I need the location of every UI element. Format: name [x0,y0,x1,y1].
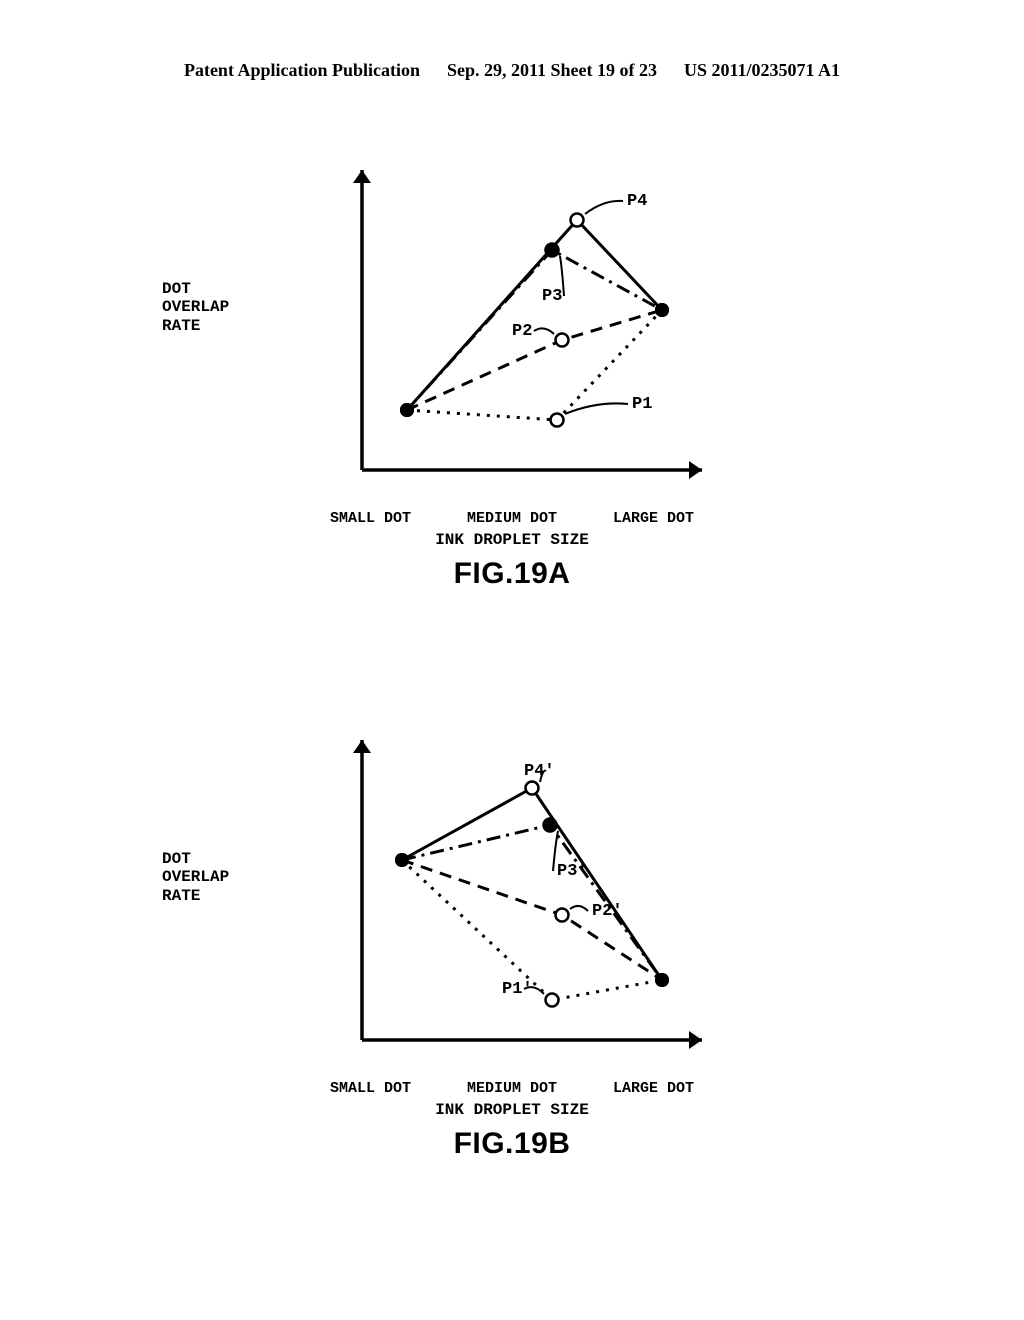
fig19a-xtick-large: LARGE DOT [613,510,694,527]
svg-text:P2': P2' [592,902,623,921]
header-right: US 2011/0235071 A1 [684,60,840,81]
fig19b-xtick-medium: MEDIUM DOT [467,1080,557,1097]
fig19b-y-label: DOT OVERLAP RATE [162,850,229,905]
header-center: Sep. 29, 2011 Sheet 19 of 23 [447,60,657,81]
fig19a-xtick-medium: MEDIUM DOT [467,510,557,527]
fig19a-xtick-small: SMALL DOT [330,510,411,527]
fig19a-x-label: INK DROPLET SIZE [302,531,722,549]
svg-text:P1': P1' [502,980,533,999]
page: Patent Application Publication Sep. 29, … [0,0,1024,1320]
page-header: Patent Application Publication Sep. 29, … [0,60,1024,81]
svg-text:P3: P3 [542,287,562,306]
figure-19b-container: DOT OVERLAP RATE P1'P2'P3'P4' SMALL DOT … [232,720,792,1161]
fig19b-xtick-small: SMALL DOT [330,1080,411,1097]
fig19a-label: FIG.19A [302,557,722,591]
fig19b-x-ticks: SMALL DOT MEDIUM DOT LARGE DOT [302,1080,722,1097]
header-left: Patent Application Publication [184,60,420,81]
fig19a-chart: P1 P2 P3 P4 [302,150,722,510]
svg-text:P1: P1 [632,395,652,414]
fig19b-xtick-large: LARGE DOT [613,1080,694,1097]
fig19b-chart: P1' P2' P3' P4' [302,720,722,1080]
svg-text:P4: P4 [627,192,647,211]
fig19b-x-label: INK DROPLET SIZE [302,1101,722,1119]
fig19a-y-label: DOT OVERLAP RATE [162,280,229,335]
fig19a-x-ticks: SMALL DOT MEDIUM DOT LARGE DOT [302,510,722,527]
fig19b-label: FIG.19B [302,1127,722,1161]
svg-text:P4': P4' [524,762,555,781]
svg-text:P2: P2 [512,322,532,341]
figure-19a-container: DOT OVERLAP RATE P1P2P3P4 SMALL DOT MEDI… [232,150,792,591]
svg-text:P3': P3' [557,862,588,881]
